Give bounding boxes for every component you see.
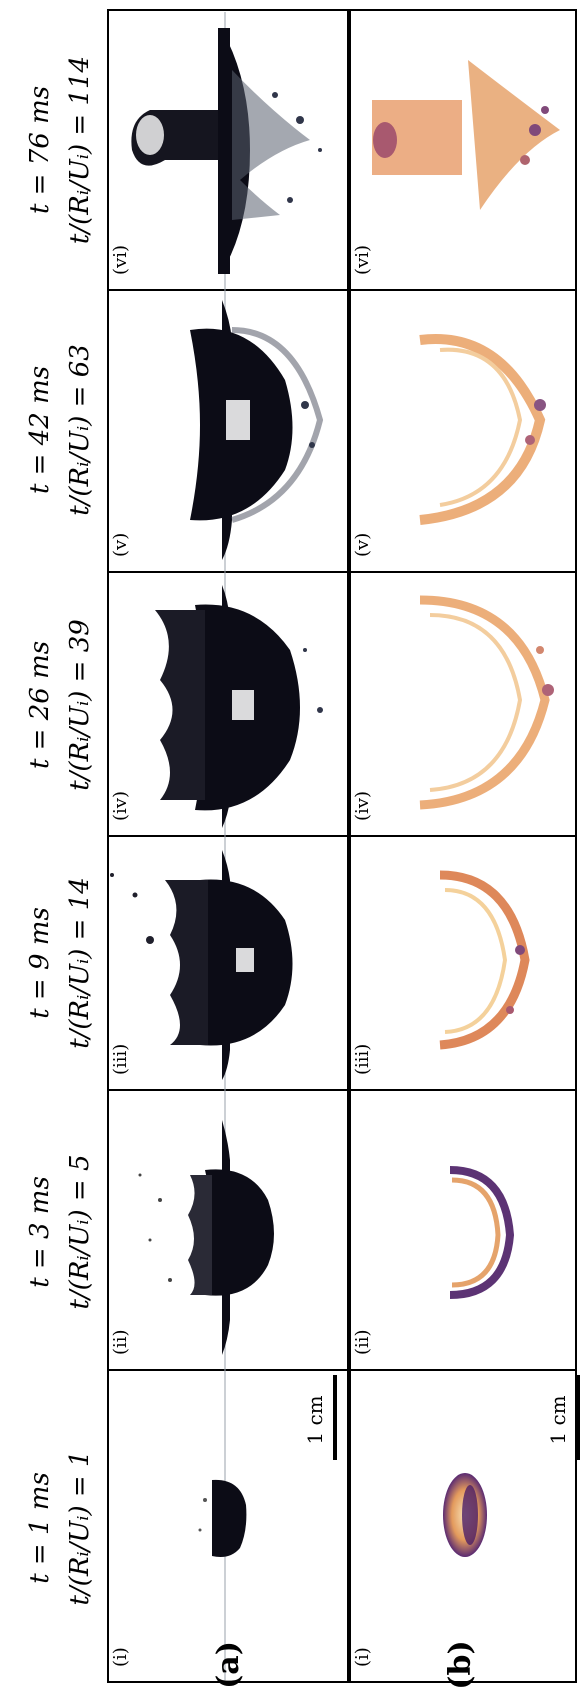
label-b-iii: (iii) <box>352 1044 373 1075</box>
label-a-v: (v) <box>110 533 131 557</box>
scale-bar-a-label: 1 cm <box>303 1395 327 1444</box>
heat-vi <box>372 60 560 210</box>
scale-bar-b-label: 1 cm <box>546 1395 570 1444</box>
row-a: 1 cm <box>107 9 349 1683</box>
ratio-iv: t/(Rᵢ/Uᵢ) = 39 <box>65 619 95 791</box>
row-letters: (a) (b) <box>211 1640 478 1689</box>
label-a-vi: (vi) <box>110 245 131 275</box>
time-vi: t = 76 ms <box>25 86 55 214</box>
label-a-ii: (ii) <box>110 1329 131 1355</box>
roman-labels: (vi) (v) (iv) (iii) (ii) (i) (vi) (v) (i… <box>110 245 373 1667</box>
time-ii: t = 3 ms <box>25 1176 55 1288</box>
label-b-i: (i) <box>352 1647 373 1667</box>
time-iii: t = 9 ms <box>25 907 55 1019</box>
label-b-iv: (iv) <box>352 791 373 821</box>
heat-ii <box>449 1166 515 1299</box>
time-i: t = 1 ms <box>25 1472 55 1584</box>
time-headers: t = 76 ms t = 42 ms t = 26 ms t = 9 ms t… <box>25 56 95 1606</box>
ratio-ii: t/(Rᵢ/Uᵢ) = 5 <box>65 1154 95 1309</box>
time-iv: t = 26 ms <box>25 641 55 769</box>
photo-ii <box>138 1120 274 1355</box>
label-b-ii: (ii) <box>352 1329 373 1355</box>
ratio-iii: t/(Rᵢ/Uᵢ) = 14 <box>65 877 95 1049</box>
photo-iv <box>155 585 323 828</box>
row-letter-b: (b) <box>443 1640 478 1689</box>
photo-iii <box>110 850 293 1080</box>
row-b: 1 cm <box>349 9 580 1683</box>
ratio-vi: t/(Rᵢ/Uᵢ) = 114 <box>65 56 95 244</box>
label-b-vi: (vi) <box>352 245 373 275</box>
ratio-i: t/(Rᵢ/Uᵢ) = 1 <box>65 1450 95 1605</box>
label-a-i: (i) <box>110 1647 131 1667</box>
photo-vi <box>131 28 322 274</box>
heat-iv <box>419 595 554 810</box>
label-b-v: (v) <box>352 533 373 557</box>
heat-v <box>419 334 546 525</box>
scale-bar-a: 1 cm <box>303 1375 337 1460</box>
heat-i <box>443 1473 487 1557</box>
label-a-iii: (iii) <box>110 1044 131 1075</box>
label-a-iv: (iv) <box>110 791 131 821</box>
heat-iii <box>439 870 530 1050</box>
photo-v <box>190 300 324 560</box>
scale-bar-b: 1 cm <box>546 1375 580 1460</box>
time-v: t = 42 ms <box>25 366 55 494</box>
photo-i <box>198 1479 247 1557</box>
ratio-v: t/(Rᵢ/Uᵢ) = 63 <box>65 344 95 516</box>
row-letter-a: (a) <box>211 1641 246 1689</box>
